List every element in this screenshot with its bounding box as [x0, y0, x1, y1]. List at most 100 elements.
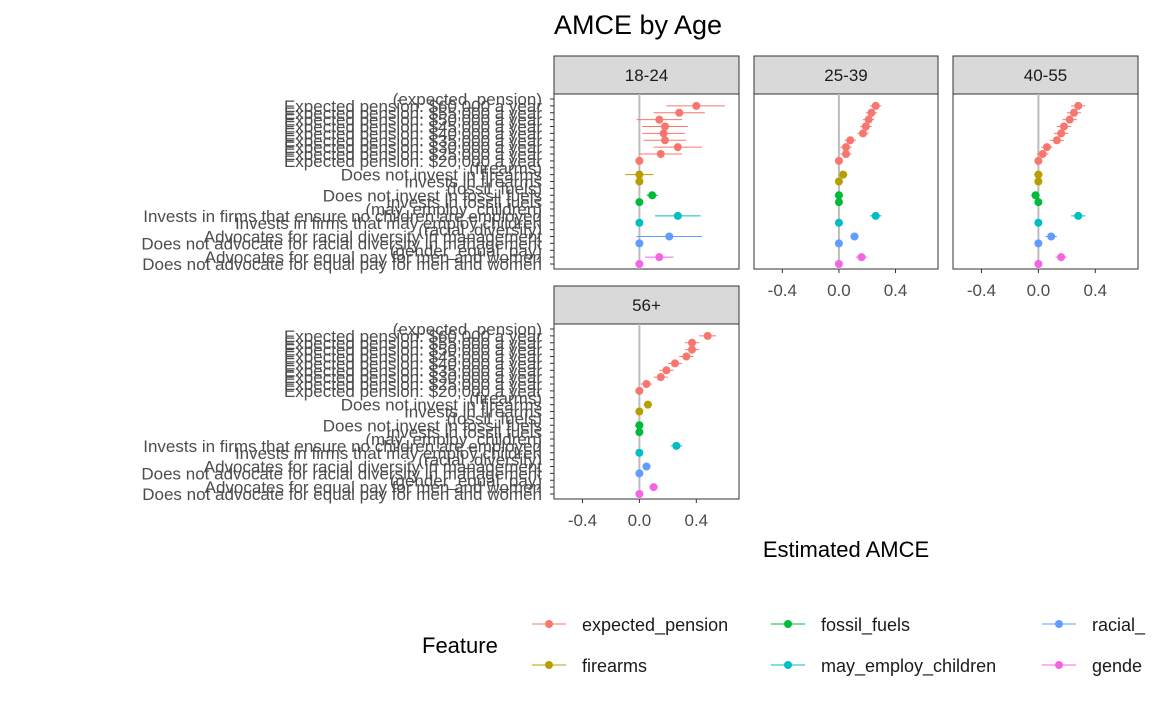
y-tick-label: Invests in firms that may employ childre…	[235, 214, 542, 233]
facet-strip	[553, 285, 740, 325]
estimate-point	[1060, 122, 1068, 131]
y-tick-label: (gender_equal_pay)	[390, 241, 542, 260]
legend-key-point	[545, 620, 553, 628]
estimate-point	[867, 108, 876, 117]
y-tick-label: Advocates for equal pay for men and wome…	[205, 478, 542, 497]
y-tick-label: Expected pension: $45,000 a year	[284, 118, 542, 137]
estimate-point	[834, 198, 843, 207]
estimate-point	[682, 352, 691, 361]
facet-panel-56+: 56+(expected_pension)Expected pension: $…	[141, 285, 740, 530]
estimate-point	[861, 122, 870, 131]
panel-frame	[952, 93, 1139, 270]
estimate-point	[839, 170, 848, 179]
y-tick-label: Does not invest in fossil fuels	[323, 416, 542, 435]
estimate-point	[635, 260, 644, 268]
estimate-point	[1074, 211, 1083, 220]
estimate-point	[656, 373, 665, 382]
y-tick-label: Does not invest in firearms	[341, 166, 542, 185]
y-tick-label: Invests in firms that may employ childre…	[235, 444, 542, 463]
x-tick-label: 0.4	[1083, 281, 1107, 300]
y-tick-label: (expected_pension)	[393, 90, 542, 109]
estimate-point	[834, 218, 843, 227]
x-tick-label: -0.4	[967, 281, 996, 300]
legend-key-point	[1055, 661, 1063, 669]
estimate-point	[635, 198, 644, 207]
legend-item-firearms: firearms	[532, 656, 647, 676]
estimate-point	[1031, 191, 1040, 200]
facet-panel-25-39: 25-39 -0.4 0.0 0.4	[753, 55, 939, 300]
facet-panel-40-55: 40-55 -0.4 0.0 0.4	[952, 55, 1139, 300]
x-tick-label: 0.0	[1027, 281, 1051, 300]
estimate-point	[871, 101, 880, 110]
estimate-point	[649, 483, 658, 492]
estimate-point	[834, 191, 843, 200]
y-tick-label: (racial_diversity)	[418, 451, 542, 470]
estimate-point	[1042, 143, 1051, 152]
panel-frame	[553, 93, 740, 270]
x-axis-title: Estimated AMCE	[763, 537, 929, 562]
legend-item-gende: gende	[1042, 656, 1142, 676]
estimate-point	[703, 331, 712, 340]
estimate-point	[871, 211, 880, 220]
y-tick-label: Expected pension: $40,000 a year	[284, 124, 542, 143]
facet-strip-label: 56+	[632, 296, 661, 315]
y-tick-label: Expected pension: $30,000 a year	[284, 368, 542, 387]
estimate-point	[1052, 136, 1061, 145]
estimate-point	[635, 156, 644, 165]
estimate-point	[662, 366, 671, 375]
estimate-point	[1034, 260, 1043, 268]
estimate-point	[858, 129, 867, 138]
legend-item-expected_pension: expected_pension	[532, 615, 728, 636]
y-tick-label: Expected pension: $40,000 a year	[284, 354, 542, 373]
y-tick-label: Invests in fossil fuels	[386, 423, 542, 442]
legend-item-may_employ_children: may_employ_children	[771, 656, 996, 677]
legend-title: Feature	[422, 633, 498, 658]
y-tick-label: Does not invest in firearms	[341, 396, 542, 415]
y-tick-label: (fossil_fuels)	[447, 409, 542, 428]
estimate-point	[670, 359, 679, 368]
estimate-point	[642, 380, 651, 388]
x-tick-label: -0.4	[568, 511, 597, 530]
estimate-point	[1065, 115, 1074, 124]
chart-title: AMCE by Age	[554, 10, 722, 40]
estimate-point	[635, 239, 644, 248]
estimate-point	[655, 115, 664, 124]
estimate-point	[635, 490, 644, 498]
estimate-point	[834, 156, 843, 165]
y-tick-label: Advocates for equal pay for men and wome…	[205, 248, 542, 267]
estimate-point	[661, 122, 669, 131]
legend-label: expected_pension	[582, 615, 728, 636]
estimate-point	[675, 108, 684, 117]
legend-item-fossil_fuels: fossil_fuels	[771, 615, 910, 636]
estimate-point	[850, 232, 859, 241]
estimate-point	[1034, 156, 1043, 165]
y-tick-label: Expected pension: $25,000 a year	[284, 145, 542, 164]
estimate-point	[1074, 101, 1083, 110]
estimate-point	[673, 211, 682, 220]
estimate-point	[635, 177, 644, 186]
facet-strip-label: 40-55	[1024, 66, 1067, 85]
estimate-point	[1034, 198, 1043, 207]
estimate-point	[655, 253, 664, 262]
x-tick-label: 0.4	[684, 511, 708, 530]
y-tick-label: Expected pension: $30,000 a year	[284, 138, 542, 157]
panel-frame	[753, 93, 939, 270]
estimate-point	[1034, 177, 1043, 186]
estimate-point	[635, 421, 644, 430]
y-tick-label: Invests in fossil fuels	[386, 193, 542, 212]
y-tick-label: Expected pension: $60,000 a year	[284, 327, 542, 346]
y-tick-label: Expected pension: $60,000 a year	[284, 97, 542, 116]
legend: expected_pension firearms fossil_fuels may_…	[532, 615, 1146, 677]
estimate-point	[661, 136, 669, 145]
y-tick-label: Expected pension: $50,000 a year	[284, 111, 542, 130]
estimate-point	[659, 129, 668, 138]
y-tick-label: (fossil_fuels)	[447, 179, 542, 198]
estimate-point	[635, 386, 644, 395]
y-tick-label: Does not advocate for equal pay for men …	[142, 485, 542, 504]
estimate-point	[665, 232, 674, 241]
y-tick-label: (firearms)	[469, 159, 542, 178]
estimate-point	[635, 428, 644, 437]
estimate-point	[635, 407, 644, 416]
facet-strip-label: 25-39	[824, 66, 867, 85]
y-tick-label: Advocates for racial diversity in manage…	[204, 458, 543, 477]
